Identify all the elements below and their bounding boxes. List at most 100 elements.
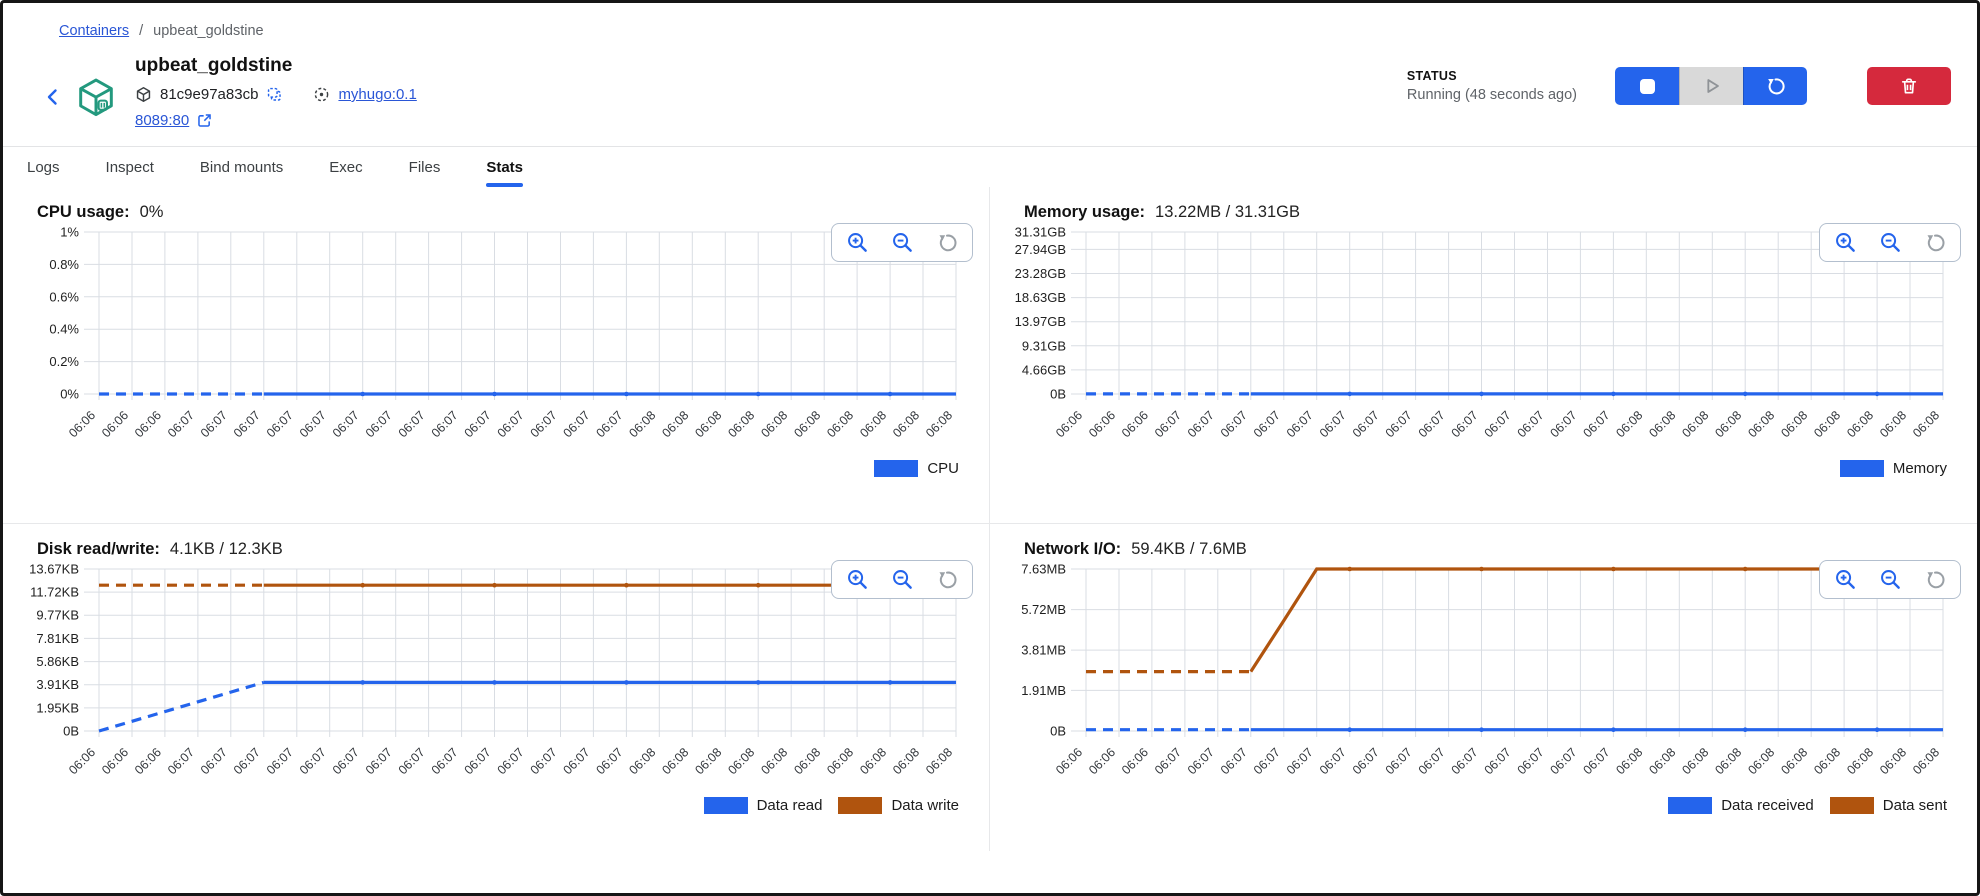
zoom-reset-button[interactable] [1924,569,1946,591]
legend-label: Data write [891,797,959,814]
copy-icon [266,86,283,103]
svg-text:06:07: 06:07 [231,745,263,777]
svg-text:06:07: 06:07 [1449,408,1481,440]
svg-text:7.81KB: 7.81KB [36,631,79,646]
chart-title-label: Disk read/write: [37,540,160,558]
port-link[interactable]: 8089:80 [135,112,213,129]
zoom-out-button[interactable] [1879,568,1902,591]
svg-text:0B: 0B [1050,724,1066,739]
svg-text:0.4%: 0.4% [49,322,79,337]
chart-legend: Memory [990,460,1947,477]
legend-swatch [1668,797,1713,814]
zoom-out-button[interactable] [891,231,914,254]
svg-text:0.6%: 0.6% [49,289,79,304]
svg-text:06:08: 06:08 [1679,408,1711,440]
tab-inspect[interactable]: Inspect [104,157,156,187]
zoom-in-button[interactable] [846,568,869,591]
zoom-out-button[interactable] [891,568,914,591]
chart-title: Memory usage: 13.22MB / 31.31GB [1024,203,1977,222]
svg-text:06:07: 06:07 [1383,408,1415,440]
svg-text:06:08: 06:08 [1745,745,1777,777]
cube-icon [135,86,152,103]
svg-text:9.31GB: 9.31GB [1022,338,1066,353]
play-icon [1701,75,1723,97]
svg-text:06:07: 06:07 [198,408,230,440]
start-button[interactable] [1679,67,1743,105]
tab-logs[interactable]: Logs [25,157,62,187]
svg-text:06:08: 06:08 [1844,408,1876,440]
svg-text:06:07: 06:07 [1284,408,1316,440]
zoom-reset-button[interactable] [936,569,958,591]
svg-text:06:08: 06:08 [1778,408,1810,440]
back-button[interactable] [41,85,65,111]
cpu-chart[interactable]: 1%0.8%0.6%0.4%0.2%0%06:06 06:06 06:06 06:07… [3,224,988,456]
legend-item: Data sent [1829,797,1947,814]
memory-chart[interactable]: 31.31GB 27.94GB 23.28GB 18.63GB 13.97GB 9.31G… [990,224,1975,456]
external-link-icon [196,112,213,129]
zoom-out-button[interactable] [1879,231,1902,254]
breadcrumb-containers-link[interactable]: Containers [59,23,130,39]
image-target-icon [313,86,330,103]
image-link[interactable]: myhugo:0.1 [338,86,417,103]
zoom-in-button[interactable] [1834,231,1857,254]
stop-button[interactable] [1615,67,1679,105]
copy-id-button[interactable] [266,86,283,103]
zoom-in-icon [1834,568,1857,591]
svg-text:06:08: 06:08 [1910,408,1942,440]
svg-text:06:08: 06:08 [824,408,856,440]
zoom-reset-button[interactable] [1924,232,1946,254]
zoom-reset-button[interactable] [936,232,958,254]
svg-text:06:07: 06:07 [429,745,461,777]
chart-title: CPU usage: 0% [37,203,989,222]
svg-text:06:07: 06:07 [1449,745,1481,777]
chart-current-value: 13.22MB / 31.31GB [1155,203,1300,221]
svg-text:06:07: 06:07 [330,745,362,777]
tab-stats[interactable]: Stats [484,157,525,187]
svg-text:06:07: 06:07 [1185,408,1217,440]
svg-text:06:08: 06:08 [890,745,922,777]
legend-item: Data write [838,797,959,814]
container-icon [75,77,117,124]
breadcrumb-separator: / [139,23,144,39]
svg-text:06:08: 06:08 [890,408,922,440]
svg-text:06:08: 06:08 [659,408,691,440]
svg-text:06:06: 06:06 [66,408,98,440]
tab-bind-mounts[interactable]: Bind mounts [198,157,285,187]
legend-label: Data read [756,797,823,814]
svg-text:1%: 1% [60,225,79,240]
svg-text:06:08: 06:08 [626,408,658,440]
zoom-in-button[interactable] [1834,568,1857,591]
svg-text:06:07: 06:07 [1383,745,1415,777]
svg-text:06:08: 06:08 [824,745,856,777]
svg-text:06:07: 06:07 [1251,745,1283,777]
svg-text:06:06: 06:06 [66,745,98,777]
svg-text:06:07: 06:07 [462,408,494,440]
svg-text:06:07: 06:07 [495,745,527,777]
stats-grid: CPU usage: 0% 1% 0.8% 0.6% 0.4% 0.2% 0% 06:06 06… [3,187,1977,851]
svg-text:31.31GB: 31.31GB [1015,225,1066,240]
svg-text:4.66GB: 4.66GB [1022,362,1066,377]
svg-text:06:07: 06:07 [528,408,560,440]
legend-label: Memory [1892,460,1947,477]
reset-zoom-icon [936,569,958,591]
trash-icon [1899,76,1919,96]
svg-text:06:08: 06:08 [692,408,724,440]
delete-button[interactable] [1867,67,1951,105]
status-block: STATUS Running (48 seconds ago) [1407,69,1577,103]
svg-text:18.63GB: 18.63GB [1015,290,1066,305]
restart-button[interactable] [1743,67,1807,105]
svg-text:7.63MB: 7.63MB [1021,562,1066,577]
tab-files[interactable]: Files [407,157,443,187]
disk-chart[interactable]: 13.67KB 11.72KB 9.77KB 7.81KB 5.86KB 3.91KB 1.… [3,561,988,793]
chart-title-label: Network I/O: [1024,540,1122,558]
svg-text:13.67KB: 13.67KB [29,562,79,577]
memory-usage-panel: Memory usage: 13.22MB / 31.31GB 31.31GB 27… [990,187,1977,524]
svg-text:06:06: 06:06 [1053,745,1085,777]
zoom-in-button[interactable] [846,231,869,254]
svg-text:06:07: 06:07 [297,408,329,440]
chart-title: Disk read/write: 4.1KB / 12.3KB [37,540,989,559]
svg-text:06:07: 06:07 [429,408,461,440]
tab-exec[interactable]: Exec [327,157,364,187]
cpu-usage-panel: CPU usage: 0% 1% 0.8% 0.6% 0.4% 0.2% 0% 06:06 06… [3,187,990,524]
